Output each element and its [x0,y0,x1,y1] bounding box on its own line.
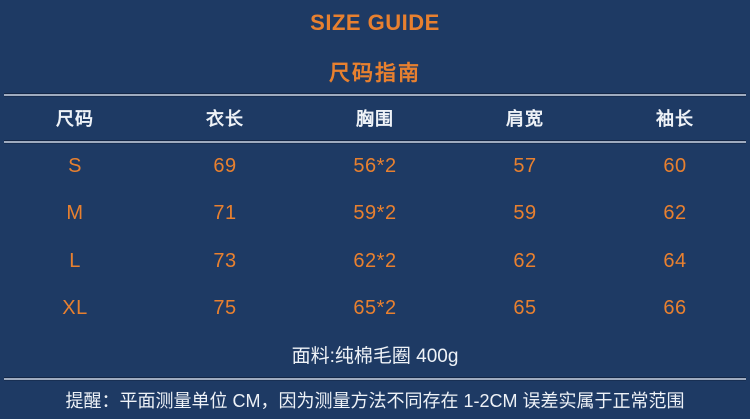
shoulder-value: 59 [513,202,537,225]
title-english: SIZE GUIDE [310,10,440,35]
sleeve-value: 62 [663,202,687,225]
column-header-length: 衣长 [206,109,244,129]
title-block: SIZE GUIDE 尺码指南 [0,0,750,93]
table-row-m: M 71 59*2 59 62 [0,190,750,237]
table-body: S 69 56*2 57 60 M 71 59*2 59 62 L 73 62*… [0,143,750,332]
column-header-shoulder: 肩宽 [506,109,544,129]
shoulder-value: 65 [513,296,537,319]
length-value: 75 [213,296,237,319]
length-value: 69 [213,155,237,178]
shoulder-value: 57 [513,155,537,178]
table-header-row: 尺码 衣长 胸围 肩宽 袖长 [0,96,750,140]
divider-top [4,93,746,96]
bust-value: 59*2 [353,202,397,225]
bust-value: 62*2 [353,249,397,272]
sleeve-value: 66 [663,296,687,319]
divider-header-bottom [4,140,746,143]
fabric-note: 面料:纯棉毛圈 400g [291,346,459,367]
size-label: L [69,249,81,272]
size-label: M [66,202,84,225]
sleeve-value: 64 [663,249,687,272]
divider-reminder [4,377,746,380]
table-row-s: S 69 56*2 57 60 [0,143,750,190]
table-row-l: L 73 62*2 62 64 [0,238,750,285]
size-label: XL [62,296,88,319]
length-value: 71 [213,202,237,225]
table-row-xl: XL 75 65*2 65 66 [0,285,750,332]
length-value: 73 [213,249,237,272]
size-label: S [68,155,82,178]
bust-value: 65*2 [353,296,397,319]
column-header-size: 尺码 [56,109,94,129]
shoulder-value: 62 [513,249,537,272]
bust-value: 56*2 [353,155,397,178]
column-header-bust: 胸围 [356,109,394,129]
sleeve-value: 60 [663,155,687,178]
column-header-sleeve: 袖长 [656,109,694,129]
measurement-reminder: 提醒：平面测量单位 CM，因为测量方法不同存在 1-2CM 误差实属于正常范围 [65,390,685,411]
title-chinese: 尺码指南 [329,62,421,85]
